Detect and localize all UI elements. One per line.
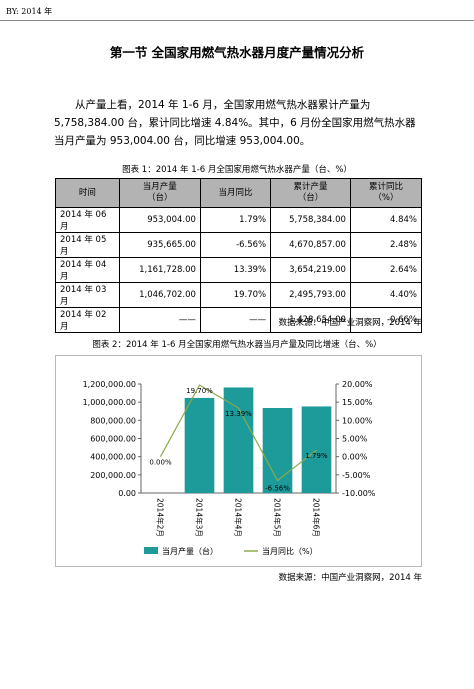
- header-text: （台）: [297, 193, 324, 203]
- table-cell: 2014 年 06 月: [55, 207, 120, 233]
- chart-frame: 0.00 200,000.00 400,000.00 600,000.00 800,00…: [55, 355, 422, 567]
- table-caption: 图表 1：2014 年 1-6 月全国家用燃气热水器产量（台、%）: [122, 165, 352, 175]
- table-cell: -0.66%: [349, 307, 423, 333]
- bar: [223, 387, 254, 493]
- table-cell: ——: [118, 307, 201, 333]
- table-cell: 2014 年 02 月: [55, 307, 120, 333]
- y-tick-label: 400,000.00: [90, 453, 136, 462]
- legend-label: 当月同比（%）: [262, 546, 318, 556]
- table-cell: 3,654,219.00: [270, 257, 351, 283]
- x-tick-label: 2014年6月: [312, 498, 322, 537]
- table-row: 2014 年 03 月 1,046,702.00 19.70% 2,495,793.0…: [55, 282, 423, 308]
- data-label: -6.56%: [265, 485, 290, 493]
- bar: [184, 397, 215, 493]
- table-cell: 2.64%: [349, 257, 423, 283]
- bar: [262, 408, 293, 493]
- table-row: 2014 年 04 月 1,161,728.00 13.39% 3,654,219.0…: [55, 257, 423, 283]
- table-cell: 953,004.00: [118, 207, 201, 233]
- legend-label: 当月产量（台）: [162, 546, 218, 556]
- table-cell: 4,670,857.00: [270, 232, 351, 258]
- table-cell: 4.40%: [349, 282, 423, 308]
- x-tick-label: 2014年5月: [273, 498, 283, 537]
- legend-swatch: [144, 547, 158, 554]
- table-cell: 935,665.00: [118, 232, 201, 258]
- paragraph: 从产量上看，2014 年 1-6 月，全国家用燃气热水器累计产量为 5,758,…: [54, 99, 416, 147]
- table-cell: 19.70%: [199, 282, 272, 308]
- header-text: 累计同比: [368, 182, 403, 192]
- header-text: 时间: [78, 187, 96, 198]
- table-cell: 1,428,654.00: [270, 307, 351, 333]
- x-tick-label: 2014年3月: [195, 498, 205, 537]
- table-cell: 2014 年 03 月: [55, 282, 120, 308]
- y2-tick-label: -5.00%: [342, 471, 371, 480]
- y-tick-label: 1,000,000.00: [83, 398, 136, 407]
- header-text: 当月产量: [142, 182, 177, 192]
- y2-tick-label: 15.00%: [342, 398, 373, 407]
- table-row: 2014 年 02 月 —— —— 1,428,654.00 -0.66%: [55, 307, 423, 333]
- table-cell: 5,758,384.00: [270, 207, 351, 233]
- data-label: 13.39%: [225, 410, 252, 418]
- header-text: 当月同比: [218, 187, 253, 198]
- y-tick-label: 0.00: [118, 489, 136, 498]
- table-source: 数据来源：中国产业洞察网，2014 年: [278, 318, 422, 328]
- header-rule: [0, 20, 474, 21]
- line: [159, 384, 317, 482]
- table-cell: 2014 年 04 月: [55, 257, 120, 283]
- table-cell: 1,161,728.00: [118, 257, 201, 283]
- table-cell: ——: [199, 307, 272, 333]
- data-label: 19.70%: [186, 387, 213, 395]
- chart: 0.00 200,000.00 400,000.00 600,000.00 800,00…: [83, 380, 376, 556]
- y2-tick-label: 10.00%: [342, 416, 373, 425]
- data-label: 1.79%: [305, 452, 328, 460]
- chart-caption: 图表 2：2014 年 1-6 月全国家用燃气热水器当月产量及同比增速（台、%）: [92, 340, 382, 350]
- header-cell: 累计产量 （台）: [270, 178, 351, 208]
- header-cell: 累计同比 （%）: [349, 178, 423, 208]
- bar: [301, 406, 332, 493]
- table-cell: 2.48%: [349, 232, 423, 258]
- y-tick-label: 200,000.00: [90, 471, 136, 480]
- table-row: 2014 年 06 月 953,004.00 1.79% 5,758,384.00 4.…: [55, 207, 423, 233]
- header-row: 时间 当月产量 （台） 当月同比 累计产量 （台） 累计同比 （%）: [55, 178, 423, 208]
- table-cell: -6.56%: [199, 232, 272, 258]
- data-label: 0.00%: [149, 459, 172, 467]
- header-text: （%）: [373, 193, 399, 203]
- y-tick-label: 800,000.00: [90, 416, 136, 425]
- table-cell: 13.39%: [199, 257, 272, 283]
- y-tick-label: 1,200,000.00: [83, 380, 136, 389]
- x-tick-label: 2014年4月: [234, 498, 244, 537]
- section-title: 第一节 全国家用燃气热水器月度产量情况分析: [109, 45, 365, 60]
- table-cell: 4.84%: [349, 207, 423, 233]
- table-cell: 2014 年 05 月: [55, 232, 120, 258]
- y-tick-label: 600,000.00: [90, 435, 136, 444]
- y2-tick-label: 20.00%: [342, 380, 373, 389]
- y2-tick-label: 0.00%: [342, 453, 368, 462]
- table-row: 2014 年 05 月 935,665.00 -6.56% 4,670,857.00 2…: [55, 232, 423, 258]
- header-cell: 当月产量 （台）: [118, 178, 201, 208]
- table-cell: 1.79%: [199, 207, 272, 233]
- page-header: BY: 2014 年: [6, 7, 53, 16]
- x-tick-label: 2014年2月: [156, 498, 166, 537]
- header-text: （台）: [147, 193, 173, 203]
- data-table: 时间 当月产量 （台） 当月同比 累计产量 （台） 累计同比 （%） 2014 年 06 月 95…: [55, 178, 423, 333]
- y2-tick-label: 5.00%: [342, 435, 368, 444]
- chart-source: 数据来源：中国产业洞察网，2014 年: [278, 573, 422, 583]
- header-cell: 当月同比: [199, 178, 272, 208]
- header-cell: 时间: [55, 178, 120, 208]
- y2-tick-label: -10.00%: [342, 489, 376, 498]
- table-cell: 2,495,793.00: [270, 282, 351, 308]
- header-text: 累计产量: [293, 182, 328, 192]
- table-cell: 1,046,702.00: [118, 282, 201, 308]
